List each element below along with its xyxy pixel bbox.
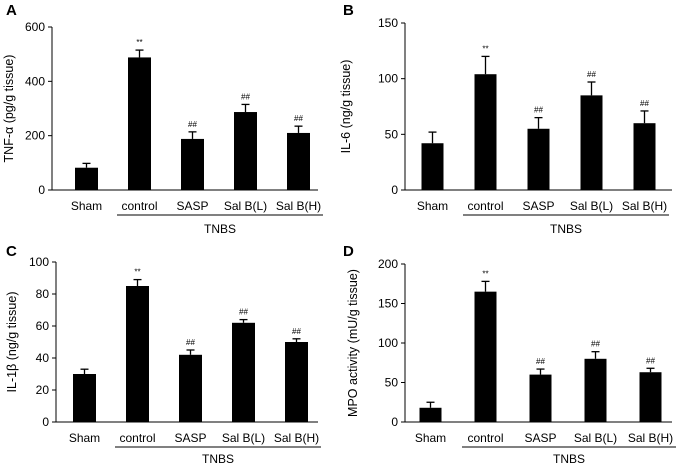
group-label: TNBS <box>553 452 585 466</box>
y-axis-title: IL-6 (ng/g tissue) <box>339 60 353 154</box>
y-tick-label: 400 <box>25 74 45 88</box>
category-label: SASP <box>176 199 208 213</box>
bar <box>584 358 607 422</box>
y-tick-label: 40 <box>36 351 50 365</box>
significance-label: ## <box>239 308 248 317</box>
y-tick-label: 100 <box>378 336 398 350</box>
significance-label: ## <box>292 327 301 336</box>
panel-letter: C <box>6 243 17 260</box>
group-label: TNBS <box>550 222 582 236</box>
panel-letter: D <box>343 243 354 260</box>
bar <box>287 132 310 190</box>
category-label: control <box>467 431 503 445</box>
category-label: Sal B(L) <box>574 431 617 445</box>
category-label: Sal B(H) <box>276 199 321 213</box>
y-tick-label: 60 <box>36 319 50 333</box>
bar <box>474 291 497 422</box>
y-tick-label: 50 <box>385 127 399 141</box>
y-tick-label: 0 <box>42 415 49 429</box>
category-label: Sal B(H) <box>622 199 667 213</box>
bar <box>527 128 550 190</box>
y-tick-label: 600 <box>25 20 45 34</box>
y-tick-label: 100 <box>29 255 49 269</box>
bar <box>285 342 308 422</box>
panel-letter: A <box>6 2 17 19</box>
significance-label: ## <box>534 106 543 115</box>
significance-label: ** <box>482 269 488 278</box>
bar <box>580 95 603 190</box>
y-axis-title: MPO activity (mU/g tissue) <box>346 269 360 417</box>
category-label: Sal B(L) <box>224 199 267 213</box>
significance-label: ## <box>646 356 655 365</box>
significance-label: ** <box>134 268 140 277</box>
bar <box>633 123 656 190</box>
y-tick-label: 0 <box>391 183 398 197</box>
group-label: TNBS <box>202 452 234 466</box>
y-tick-label: 150 <box>378 297 398 311</box>
bar <box>181 138 204 190</box>
y-tick-label: 200 <box>25 129 45 143</box>
significance-label: ## <box>591 340 600 349</box>
panel-letter: B <box>343 2 354 19</box>
significance-label: ## <box>188 120 197 129</box>
significance-label: ** <box>482 44 488 53</box>
significance-label: ## <box>536 357 545 366</box>
y-axis-title: TNF-α (pg/g tissue) <box>2 55 16 163</box>
group-label: TNBS <box>204 222 236 236</box>
y-tick-label: 0 <box>38 183 45 197</box>
bar <box>128 57 151 190</box>
bar <box>75 167 98 190</box>
bar <box>73 374 96 422</box>
y-axis-title: IL-1β (ng/g tissue) <box>5 292 19 393</box>
bar <box>234 112 257 190</box>
category-label: Sham <box>69 431 100 445</box>
category-label: Sham <box>417 199 448 213</box>
bar <box>529 374 552 422</box>
bar <box>421 143 444 190</box>
y-tick-label: 20 <box>36 383 50 397</box>
significance-label: ## <box>640 99 649 108</box>
category-label: Sal B(H) <box>628 431 673 445</box>
category-label: Sham <box>71 199 102 213</box>
category-label: SASP <box>174 431 206 445</box>
y-tick-label: 150 <box>378 16 398 30</box>
category-label: Sal B(L) <box>570 199 613 213</box>
significance-label: ## <box>186 338 195 347</box>
bar <box>474 74 497 190</box>
significance-label: ## <box>241 92 250 101</box>
category-label: control <box>121 199 157 213</box>
category-label: Sal B(L) <box>222 431 265 445</box>
significance-label: ** <box>136 38 142 47</box>
y-tick-label: 80 <box>36 287 50 301</box>
category-label: control <box>119 431 155 445</box>
y-tick-label: 200 <box>378 257 398 271</box>
bar <box>639 372 662 422</box>
bar <box>126 286 149 422</box>
category-label: control <box>467 199 503 213</box>
category-label: SASP <box>524 431 556 445</box>
significance-label: ## <box>294 114 303 123</box>
significance-label: ## <box>587 70 596 79</box>
category-label: Sal B(H) <box>274 431 319 445</box>
bar <box>179 354 202 422</box>
bar <box>419 407 442 422</box>
y-tick-label: 0 <box>391 415 398 429</box>
bar <box>232 322 255 422</box>
y-tick-label: 100 <box>378 72 398 86</box>
y-tick-label: 50 <box>385 376 399 390</box>
category-label: Sham <box>415 431 446 445</box>
category-label: SASP <box>522 199 554 213</box>
